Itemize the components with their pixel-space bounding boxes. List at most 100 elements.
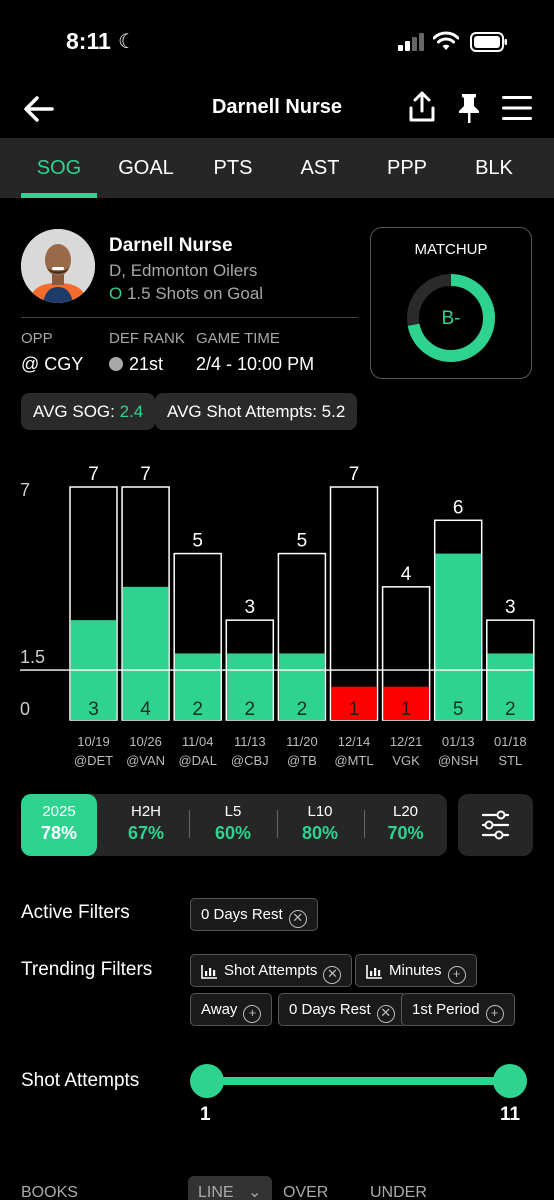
x-tick-date: 01/13: [442, 734, 475, 749]
battery-icon: [470, 32, 507, 52]
sog-value-label: 5: [453, 699, 464, 720]
attempts-value-label: 3: [245, 597, 256, 618]
matchup-grade: B-: [441, 308, 461, 329]
signal-icon: [398, 33, 424, 51]
def-rank-label: DEF RANK: [109, 330, 185, 347]
x-tick-date: 12/21: [390, 734, 423, 749]
active-filter-chip[interactable]: 0 Days Rest ✕: [190, 898, 318, 931]
y-tick-zero: 0: [20, 699, 31, 719]
x-tick-date: 11/13: [234, 734, 266, 749]
trending-chip-away[interactable]: Away +: [190, 993, 273, 1026]
player-avatar: [21, 229, 95, 303]
x-tick-date: 12/14: [338, 734, 371, 749]
opp-value: @ CGY: [21, 354, 84, 374]
add-icon[interactable]: +: [485, 1005, 504, 1023]
attempts-value-label: 4: [401, 564, 412, 585]
slider-label: Shot Attempts: [21, 1070, 140, 1091]
x-tick-date: 10/19: [77, 734, 110, 749]
player-name: Darnell Nurse: [109, 235, 233, 256]
status-time: 8:11: [66, 28, 111, 54]
back-arrow-icon[interactable]: [22, 92, 56, 126]
split-separator: [189, 810, 190, 838]
trending-chip-minutes[interactable]: Minutes +: [355, 954, 477, 987]
attempts-value-label: 7: [88, 464, 99, 485]
line-select[interactable]: LINE ⌄: [188, 1176, 272, 1200]
page-title: Darnell Nurse: [211, 96, 343, 118]
x-tick-date: 10/26: [129, 734, 162, 749]
sog-value-label: 2: [192, 699, 203, 720]
split-2025[interactable]: 2025 78%: [21, 794, 97, 856]
sog-value-label: 1: [349, 699, 360, 720]
bar-chart-icon: [201, 965, 217, 979]
game-time-label: GAME TIME: [196, 330, 280, 347]
sog-bar: [279, 653, 325, 720]
sog-bar: [174, 653, 221, 720]
x-tick-opponent: @TB: [287, 753, 317, 768]
tab-goal[interactable]: GOAL: [118, 157, 174, 179]
def-rank-value: 21st: [109, 354, 163, 375]
remove-icon[interactable]: ✕: [323, 966, 342, 984]
trending-chip-1st-period[interactable]: 1st Period +: [401, 993, 515, 1026]
sog-bar: [383, 686, 429, 720]
tab-ast[interactable]: AST: [300, 157, 340, 179]
sog-value-label: 4: [140, 699, 151, 720]
x-tick-opponent: @DAL: [178, 753, 217, 768]
x-tick-date: 11/04: [182, 734, 214, 749]
add-icon[interactable]: +: [447, 966, 466, 984]
filter-settings-button[interactable]: [458, 794, 533, 856]
stat-tabs: SOG GOAL PTS AST PPP BLK: [0, 138, 554, 198]
opp-label: OPP: [21, 330, 53, 347]
books-header: BOOKS: [21, 1184, 78, 1200]
tab-ppp[interactable]: PPP: [386, 157, 428, 179]
slider-min-handle[interactable]: [190, 1064, 224, 1098]
matchup-ring: [407, 274, 495, 362]
slider-max-handle[interactable]: [493, 1064, 527, 1098]
chart-canvas: 7 3 10/19 @DET 7 4 10/26 @VAN 5 2 11/04 @DAL 3 2 11/13…: [20, 464, 535, 768]
status-bar: 8:11 ☾: [0, 0, 554, 80]
sog-bar: [227, 653, 273, 720]
x-tick-opponent: @CBJ: [231, 753, 269, 768]
attempts-bar: [329, 486, 379, 721]
moon-icon: ☾: [118, 31, 136, 53]
under-header: UNDER: [370, 1184, 427, 1200]
add-icon[interactable]: +: [243, 1005, 262, 1023]
x-tick-date: 11/20: [286, 734, 318, 749]
tab-sog[interactable]: SOG: [21, 138, 97, 198]
share-icon[interactable]: [408, 90, 436, 124]
sliders-icon: [481, 810, 510, 840]
sog-bar: [122, 586, 169, 720]
line-text: 1.5 Shots on Goal: [126, 284, 264, 303]
menu-icon[interactable]: [500, 94, 534, 122]
attempts-value-label: 5: [297, 531, 308, 552]
over-header: OVER: [283, 1184, 329, 1200]
trending-filters-label: Trending Filters: [21, 959, 153, 980]
trending-chip-shot-attempts[interactable]: Shot Attempts ✕: [190, 954, 353, 987]
x-tick-opponent: @DET: [74, 753, 113, 768]
split-separator: [277, 810, 278, 838]
split-h2h[interactable]: H2H 67%: [127, 803, 165, 843]
remove-icon[interactable]: ✕: [288, 910, 307, 928]
game-log-chart: 7 1.5 0 7 3 10/19 @DET 7 4 10/26 @VAN 5 2 11/04 @DA…: [0, 440, 554, 780]
split-l5[interactable]: L5 60%: [214, 803, 252, 843]
remove-icon[interactable]: ✕: [376, 1005, 395, 1023]
x-tick-opponent: @NSH: [438, 753, 479, 768]
trending-chip-days-rest[interactable]: 0 Days Rest ✕: [278, 993, 406, 1026]
pin-icon[interactable]: [456, 92, 482, 124]
tab-pts[interactable]: PTS: [213, 157, 253, 179]
split-l10[interactable]: L10 80%: [301, 803, 339, 843]
split-separator: [364, 810, 365, 838]
attempts-value-label: 5: [192, 531, 203, 552]
attempts-value-label: 3: [505, 597, 516, 618]
split-l20[interactable]: L20 70%: [387, 803, 424, 843]
attempts-value-label: 6: [453, 497, 464, 518]
bar-chart-icon: [366, 965, 382, 979]
matchup-label: MATCHUP: [414, 241, 488, 258]
sog-value-label: 3: [88, 699, 99, 720]
avg-sog-pill: AVG SOG: 2.4: [21, 393, 156, 430]
y-tick-max: 7: [20, 480, 31, 500]
active-filters-label: Active Filters: [21, 902, 130, 923]
tab-blk[interactable]: BLK: [475, 157, 513, 179]
shot-attempts-slider[interactable]: [207, 1077, 510, 1085]
chevron-down-icon: ⌄: [248, 1184, 262, 1200]
avg-attempts-pill: AVG Shot Attempts: 5.2: [155, 393, 358, 430]
